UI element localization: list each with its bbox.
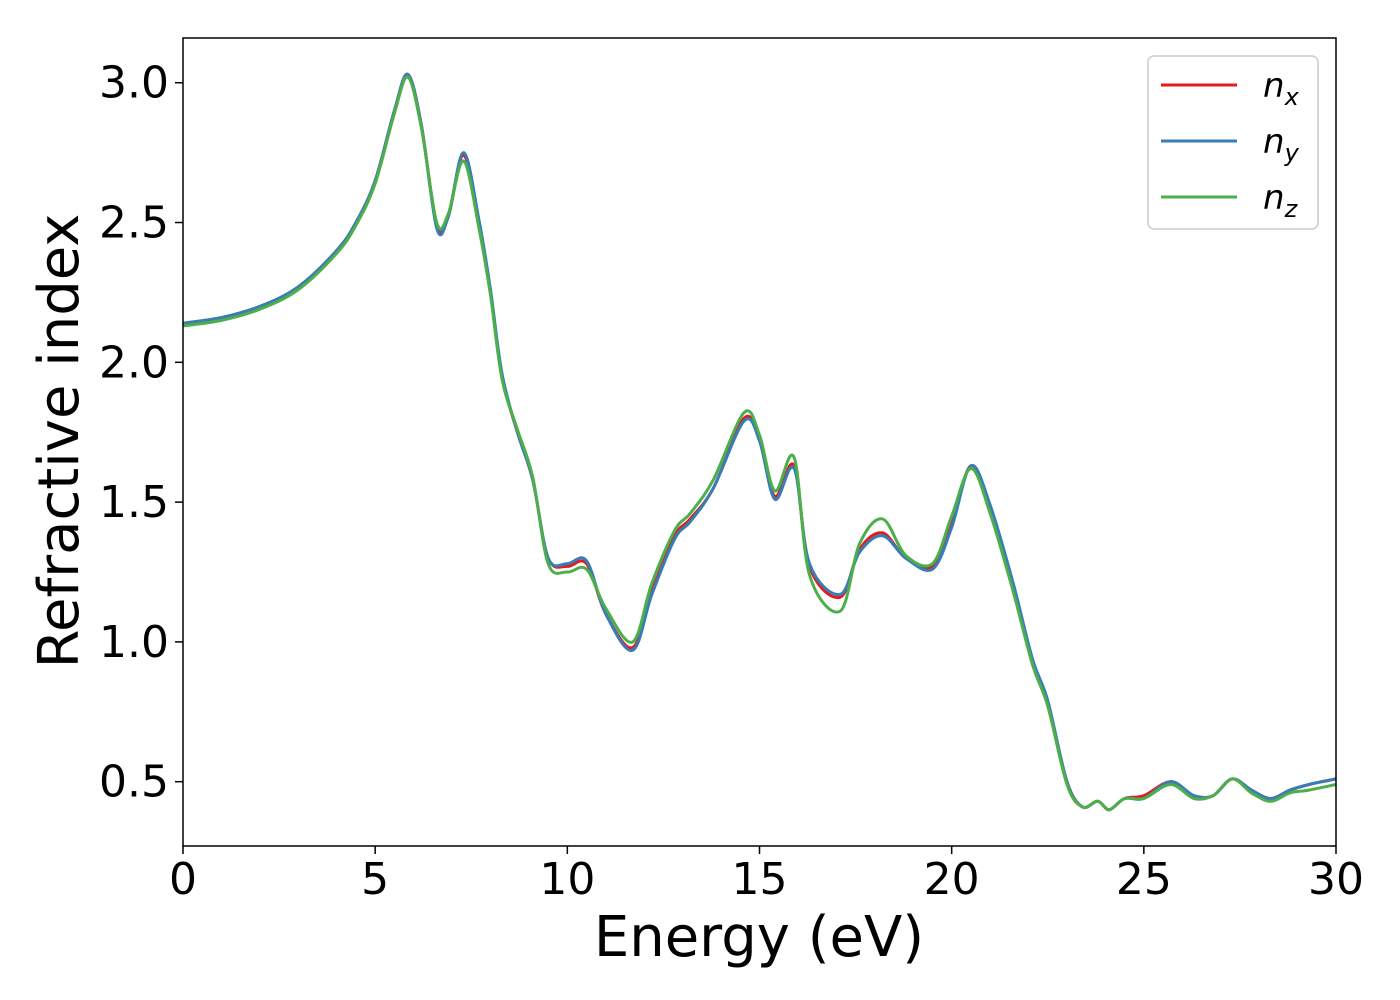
y-tick-label: 2.0 <box>99 337 169 388</box>
legend-label: nx <box>1263 66 1300 111</box>
x-tick-label: 30 <box>1308 854 1364 905</box>
y-tick-label: 1.5 <box>99 477 169 528</box>
legend-label: nz <box>1263 178 1299 223</box>
x-tick-label: 10 <box>539 854 595 905</box>
series-line-nz <box>182 75 1337 812</box>
x-tick-label: 15 <box>732 854 788 905</box>
x-tick-label: 20 <box>924 854 980 905</box>
y-axis-ticks: 0.5 1.0 1.5 2.0 2.5 3.0 <box>99 58 183 808</box>
series-layer <box>182 72 1337 812</box>
x-tick-label: 5 <box>361 854 389 905</box>
y-tick-label: 2.5 <box>99 198 169 249</box>
y-axis-label: Refractive index <box>27 214 92 669</box>
y-tick-label: 3.0 <box>99 58 169 109</box>
x-axis-label: Energy (eV) <box>594 905 924 970</box>
y-tick-label: 1.0 <box>99 617 169 668</box>
x-tick-label: 25 <box>1116 854 1172 905</box>
legend: nx ny nz <box>1147 55 1319 230</box>
x-tick-label: 0 <box>169 854 197 905</box>
y-tick-label: 0.5 <box>99 757 169 808</box>
x-axis-ticks: 0 5 10 15 20 25 30 <box>169 846 1364 905</box>
legend-label: ny <box>1263 122 1300 167</box>
